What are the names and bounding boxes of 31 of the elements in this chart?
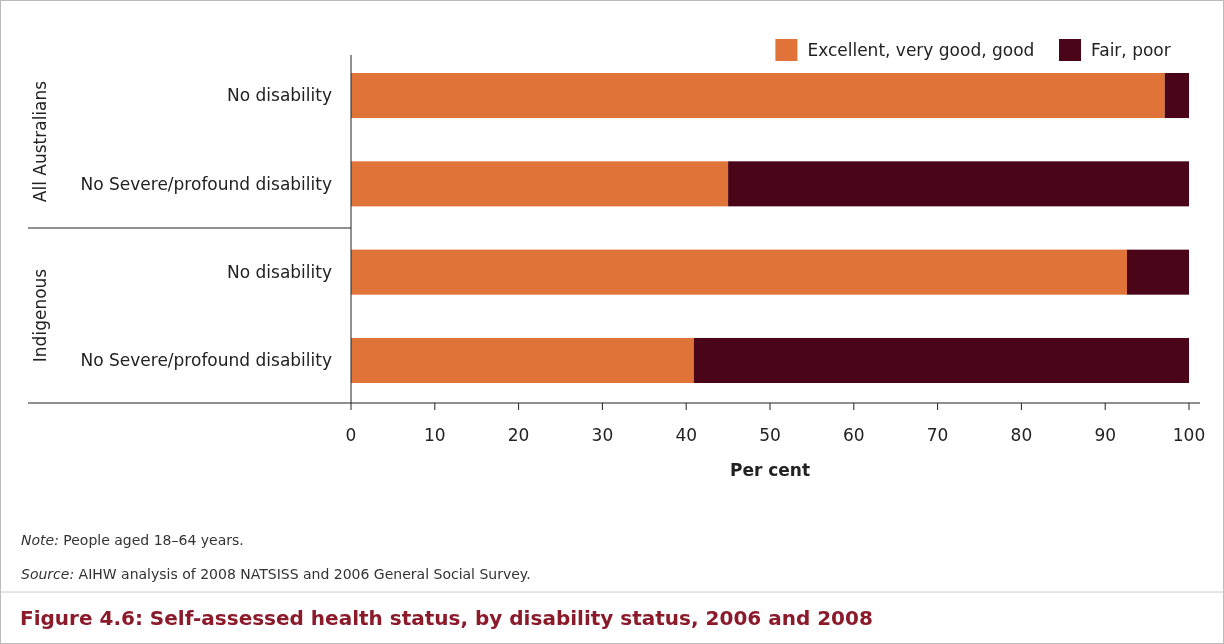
text: Note: People aged 18–64 years. xyxy=(21,532,244,548)
bar xyxy=(728,161,1189,207)
bar xyxy=(351,161,729,207)
y-tick-label: No Severe/profound disability xyxy=(80,350,332,371)
x-tick-label: 100 xyxy=(1172,425,1206,445)
x-tick-label: 60 xyxy=(842,425,865,445)
legend-label: Excellent, very good, good xyxy=(807,39,1035,60)
bar xyxy=(351,73,1165,119)
x-tick-label: 80 xyxy=(1010,425,1033,445)
y-tick-label: No Severe/profound disability xyxy=(80,173,332,194)
legend-label: Fair, poor xyxy=(1091,39,1171,60)
x-tick-label: 70 xyxy=(926,425,949,445)
text: Indigenous xyxy=(30,268,50,363)
bar xyxy=(351,249,1127,295)
x-tick-label: 0 xyxy=(345,425,357,445)
x-tick-label: 50 xyxy=(759,425,781,445)
text: All Australians xyxy=(30,80,50,203)
x-tick-label: 10 xyxy=(423,425,446,445)
x-tick-label: 40 xyxy=(675,425,698,445)
x-tick-label: 90 xyxy=(1094,425,1117,445)
bar xyxy=(351,337,694,383)
y-tick-label: No disability xyxy=(227,262,332,283)
text: Figure 4.6: Self-assessed health status, by disability status, 2006 and 2008 xyxy=(20,606,873,630)
x-axis-title: Per cent xyxy=(729,460,811,480)
bar xyxy=(1164,73,1189,119)
y-tick-label: No disability xyxy=(227,85,332,106)
x-tick-label: 30 xyxy=(591,425,614,445)
bar xyxy=(693,337,1189,383)
source-note: Source: AIHW analysis of 2008 NATSISS and 2006 General Social Survey. xyxy=(21,566,531,582)
bar xyxy=(1126,249,1189,295)
x-tick-label: 20 xyxy=(507,425,530,445)
